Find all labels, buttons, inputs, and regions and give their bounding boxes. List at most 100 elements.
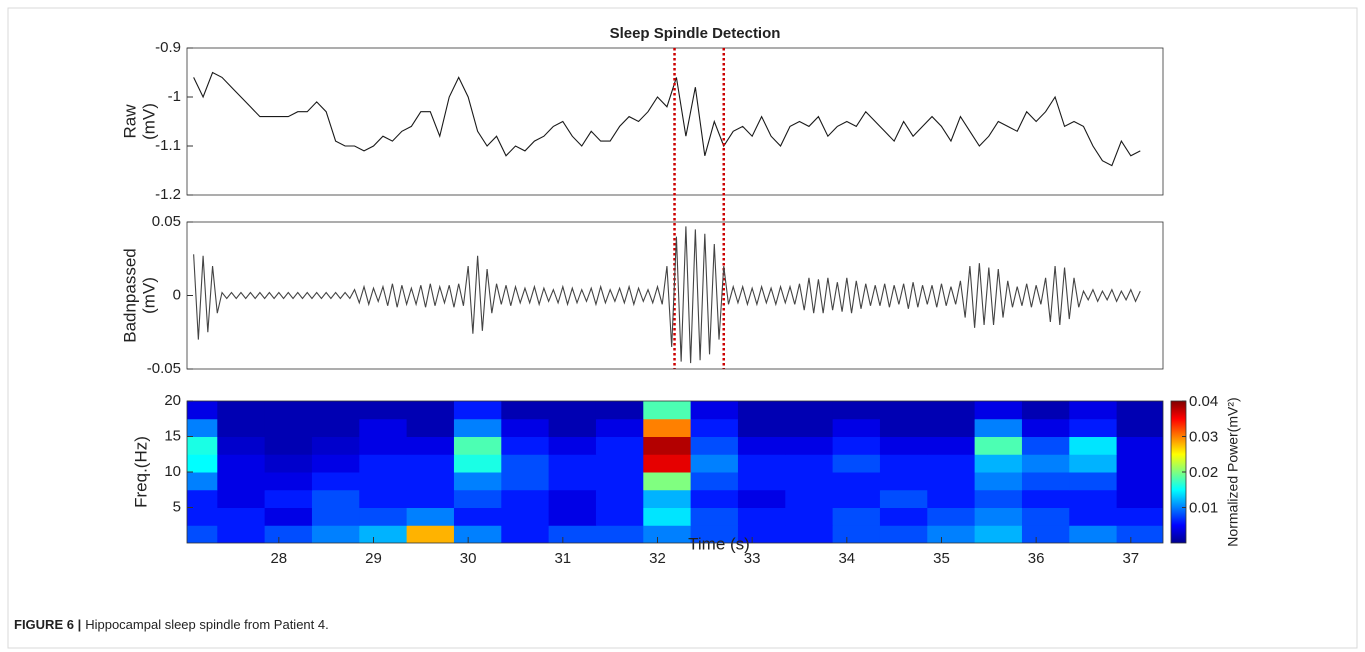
- heatmap-cell: [548, 418, 597, 437]
- colorbar-tick-label: 0.03: [1189, 428, 1218, 445]
- heatmap-cell: [406, 401, 455, 420]
- x-tick-label: 29: [365, 550, 382, 567]
- heatmap-cell: [785, 436, 834, 455]
- heatmap-cell: [927, 454, 976, 473]
- heatmap-cell: [217, 401, 266, 420]
- heatmap-cell: [187, 436, 218, 455]
- heatmap-cell: [548, 401, 597, 420]
- heatmap-cell: [927, 418, 976, 437]
- y-tick-label: -0.9: [155, 39, 181, 56]
- heatmap-cell: [406, 436, 455, 455]
- heatmap-cell: [690, 525, 739, 543]
- heatmap-cell: [359, 436, 408, 455]
- colorbar-tick-label: 0.01: [1189, 499, 1218, 516]
- x-tick-label: 35: [933, 550, 950, 567]
- heatmap-cell: [879, 436, 928, 455]
- heatmap-cell: [927, 507, 976, 526]
- y-tick-label: -1.2: [155, 186, 181, 203]
- heatmap-cell: [501, 507, 550, 526]
- heatmap-cell: [832, 401, 881, 420]
- heatmap-cell: [1021, 525, 1070, 543]
- heatmap-cell: [879, 472, 928, 491]
- colorbar-tick-label: 0.04: [1189, 393, 1218, 410]
- heatmap-cell: [785, 418, 834, 437]
- heatmap-cell: [359, 418, 408, 437]
- heatmap-cell: [217, 472, 266, 491]
- heatmap-cell: [595, 418, 644, 437]
- heatmap-cell: [974, 489, 1023, 508]
- heatmap-cell: [311, 454, 360, 473]
- heatmap-cell: [548, 472, 597, 491]
- heatmap-cell: [927, 525, 976, 543]
- heatmap-cell: [264, 489, 313, 508]
- heatmap-cell: [453, 525, 502, 543]
- colorbar-tick-label: 0.02: [1189, 464, 1218, 481]
- heatmap-cell: [359, 525, 408, 543]
- heatmap-cell: [595, 489, 644, 508]
- heatmap-cell: [1116, 401, 1163, 420]
- heatmap-cell: [1069, 418, 1118, 437]
- heatmap-cell: [187, 418, 218, 437]
- colorbar-label: Normalized Power(mV²): [1225, 397, 1241, 546]
- y-tick-label: 0: [173, 286, 181, 303]
- heatmap-cell: [643, 436, 692, 455]
- heatmap-cell: [453, 507, 502, 526]
- heatmap-cell: [690, 454, 739, 473]
- y-axis-label: Badnpassed: [120, 248, 139, 343]
- y-tick-label: -1.1: [155, 137, 181, 154]
- heatmap-cell: [1069, 472, 1118, 491]
- heatmap-cell: [1116, 472, 1163, 491]
- heatmap-cell: [1069, 525, 1118, 543]
- heatmap-cell: [264, 525, 313, 543]
- heatmap-cell: [974, 507, 1023, 526]
- heatmap-cell: [737, 418, 786, 437]
- heatmap-cell: [785, 472, 834, 491]
- heatmap-cell: [187, 489, 218, 508]
- caption-text: Hippocampal sleep spindle from Patient 4…: [85, 617, 329, 632]
- heatmap-cell: [643, 525, 692, 543]
- heatmap-cell: [217, 507, 266, 526]
- heatmap-cell: [264, 418, 313, 437]
- heatmap-cell: [879, 489, 928, 508]
- heatmap-cell: [217, 436, 266, 455]
- heatmap-cell: [927, 436, 976, 455]
- heatmap-cell: [1116, 436, 1163, 455]
- heatmap-cell: [1021, 454, 1070, 473]
- heatmap-cell: [737, 472, 786, 491]
- heatmap-cell: [785, 454, 834, 473]
- heatmap-cell: [690, 507, 739, 526]
- caption: FIGURE 6 | Hippocampal sleep spindle from…: [14, 617, 329, 632]
- heatmap-cell: [406, 472, 455, 491]
- heatmap-cell: [548, 489, 597, 508]
- heatmap-cell: [548, 525, 597, 543]
- heatmap-cell: [311, 472, 360, 491]
- x-tick-label: 34: [838, 550, 855, 567]
- heatmap-cell: [737, 454, 786, 473]
- heatmap-cell: [785, 507, 834, 526]
- heatmap-cell: [832, 472, 881, 491]
- heatmap-cell: [737, 507, 786, 526]
- x-tick-label: 28: [270, 550, 287, 567]
- heatmap-cell: [595, 436, 644, 455]
- heatmap-cell: [187, 454, 218, 473]
- heatmap-cell: [1116, 454, 1163, 473]
- heatmap-cell: [1021, 418, 1070, 437]
- heatmap-cell: [453, 489, 502, 508]
- heatmap-cell: [548, 436, 597, 455]
- heatmap-cell: [690, 401, 739, 420]
- heatmap-cell: [264, 472, 313, 491]
- heatmap-cell: [974, 454, 1023, 473]
- heatmap-cell: [737, 525, 786, 543]
- signal-line: [193, 71, 1141, 167]
- y-tick-label: 10: [164, 463, 181, 480]
- y-axis-label: (mV): [139, 103, 158, 140]
- heatmap-cell: [1021, 507, 1070, 526]
- caption-label: FIGURE 6 |: [14, 617, 82, 632]
- heatmap-cell: [311, 401, 360, 420]
- heatmap-cell: [1069, 454, 1118, 473]
- y-tick-label: 5: [173, 498, 181, 515]
- heatmap-cell: [974, 472, 1023, 491]
- y-tick-label: -0.05: [147, 360, 181, 377]
- heatmap-cell: [879, 401, 928, 420]
- heatmap-cell: [643, 454, 692, 473]
